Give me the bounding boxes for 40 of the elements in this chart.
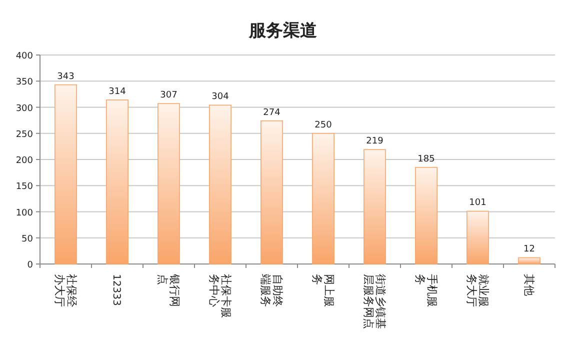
data-label: 343 (57, 72, 74, 82)
bar (518, 257, 540, 264)
data-label: 314 (108, 86, 126, 97)
x-tick-label: 网上服务 (310, 274, 336, 307)
x-tick-label: 12333 (110, 274, 122, 306)
y-tick-label: 350 (16, 78, 34, 88)
bar (106, 100, 128, 264)
data-label: 101 (469, 198, 486, 208)
x-tick-label: 银行网点 (156, 273, 181, 307)
data-label: 307 (160, 90, 178, 101)
y-tick-label: 200 (16, 156, 34, 166)
y-tick-label: 50 (22, 234, 34, 244)
y-tick-label: 150 (16, 182, 34, 192)
bar (466, 210, 489, 264)
chart-title: 服务渠道 (248, 21, 317, 41)
x-tick-label: 就业服务大厅 (464, 274, 490, 307)
bar (209, 104, 232, 264)
data-label: 185 (418, 154, 435, 164)
bar (260, 120, 283, 264)
bar (158, 103, 180, 264)
bar (54, 84, 77, 264)
data-label: 304 (212, 92, 230, 102)
data-label: 219 (366, 136, 384, 147)
x-tick-label: 社保经办大厅 (52, 274, 78, 307)
bar (415, 166, 438, 264)
y-tick-label: 300 (16, 104, 34, 114)
data-label: 274 (263, 108, 281, 118)
data-label: 12 (524, 244, 535, 255)
y-tick-label: 250 (16, 130, 34, 140)
data-label: 250 (314, 120, 332, 130)
y-tick-label: 400 (16, 52, 34, 62)
x-tick-label: 手机服务 (413, 274, 438, 307)
x-tick-label: 街道乡镇基层服务网点 (362, 274, 387, 329)
x-tick-label: 社保卡服务中心 (207, 274, 232, 318)
y-tick-label: 100 (16, 208, 34, 218)
y-tick-label: 0 (27, 260, 34, 270)
bar (364, 149, 386, 264)
x-tick-label: 其他 (522, 274, 536, 296)
bar (312, 132, 334, 264)
x-tick-label: 自助终端服务 (258, 274, 284, 307)
